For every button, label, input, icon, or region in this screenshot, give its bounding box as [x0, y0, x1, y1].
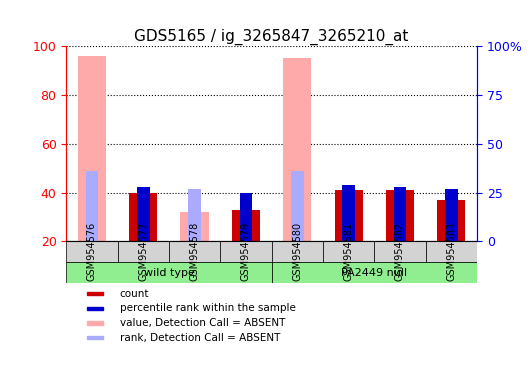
Bar [137, 187, 149, 241]
Bar [118, 241, 169, 262]
Bar [66, 262, 271, 283]
Bar [323, 241, 374, 262]
Bar [445, 189, 458, 241]
Bar [87, 321, 103, 324]
Text: wild type: wild type [144, 268, 195, 278]
Bar [386, 190, 414, 241]
Text: GSM954579: GSM954579 [241, 222, 251, 281]
Bar [220, 241, 271, 262]
Bar [271, 262, 477, 283]
Bar [374, 241, 426, 262]
Bar [169, 241, 220, 262]
Text: GSM954580: GSM954580 [293, 222, 302, 281]
Bar [87, 336, 103, 339]
Text: percentile rank within the sample: percentile rank within the sample [120, 303, 296, 313]
Bar [437, 200, 465, 241]
Bar [232, 210, 260, 241]
Bar [334, 190, 363, 241]
Bar [291, 171, 304, 241]
Text: genotype/variation: genotype/variation [0, 383, 1, 384]
Bar [87, 307, 103, 310]
Bar [240, 192, 252, 241]
Bar [342, 185, 355, 241]
Text: rank, Detection Call = ABSENT: rank, Detection Call = ABSENT [120, 333, 280, 343]
Bar [85, 171, 98, 241]
Bar [181, 212, 209, 241]
Text: GSM954581: GSM954581 [343, 222, 354, 281]
Text: GSM954582: GSM954582 [395, 222, 405, 281]
Bar [78, 56, 106, 241]
Bar [129, 192, 157, 241]
Text: count: count [120, 289, 149, 299]
Bar [188, 189, 201, 241]
Bar [87, 292, 103, 295]
Title: GDS5165 / ig_3265847_3265210_at: GDS5165 / ig_3265847_3265210_at [135, 28, 409, 45]
Bar [271, 241, 323, 262]
Bar [66, 241, 118, 262]
Bar [426, 241, 477, 262]
Text: PA2449 null: PA2449 null [341, 268, 408, 278]
Bar [394, 187, 407, 241]
Text: GSM954583: GSM954583 [446, 222, 456, 281]
Text: GSM954577: GSM954577 [138, 222, 148, 281]
Text: GSM954576: GSM954576 [87, 222, 97, 281]
Bar [283, 58, 312, 241]
Text: value, Detection Call = ABSENT: value, Detection Call = ABSENT [120, 318, 285, 328]
Text: GSM954578: GSM954578 [190, 222, 200, 281]
